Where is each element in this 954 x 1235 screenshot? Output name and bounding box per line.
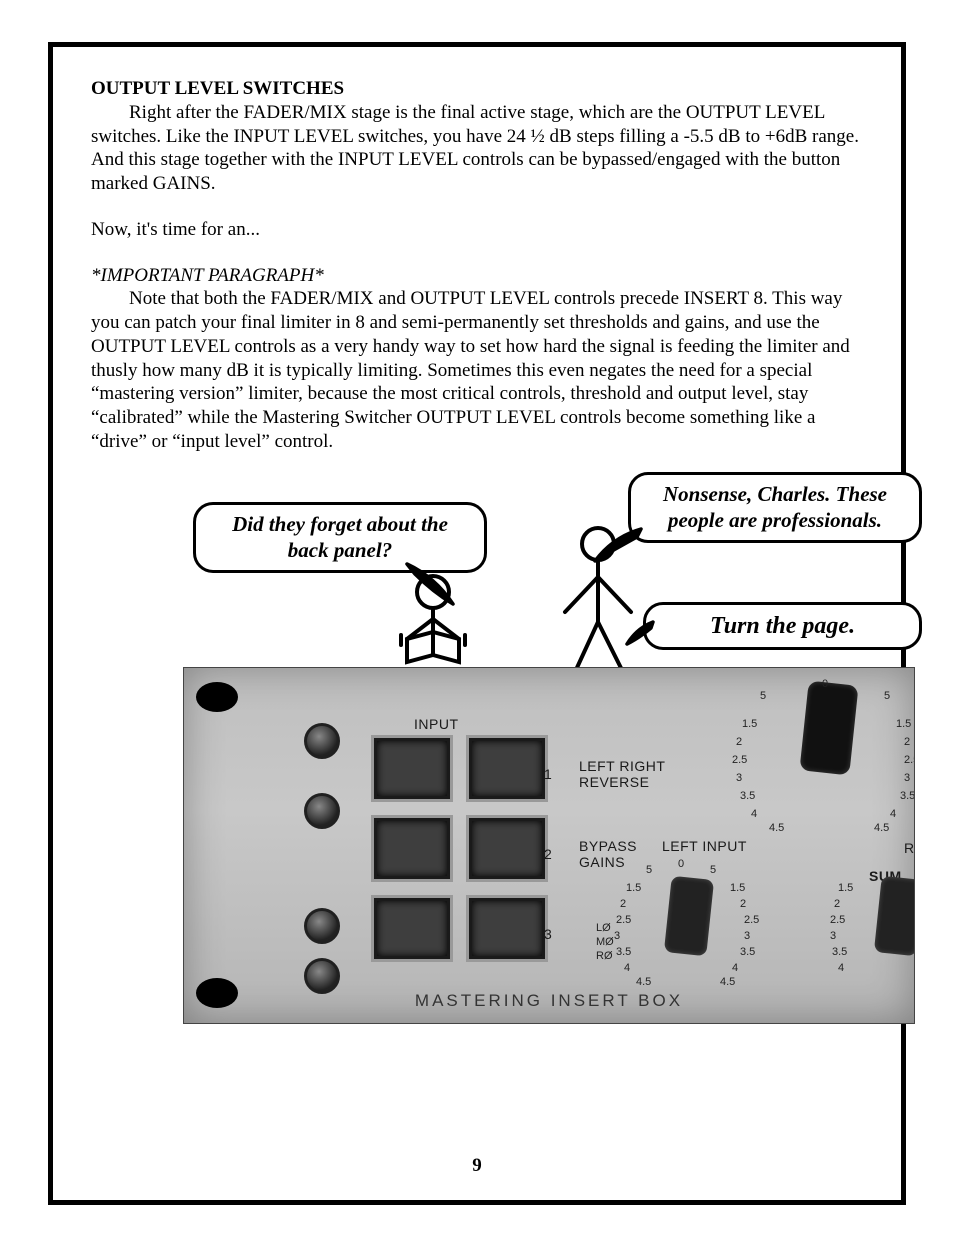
panel-button-icon xyxy=(374,818,450,879)
panel-button-icon xyxy=(374,738,450,799)
panel-num: 1 xyxy=(544,766,552,784)
panel-knob-icon xyxy=(304,958,340,994)
lead-in: Now, it's time for an... xyxy=(91,218,863,242)
heading-output-level: OUTPUT LEVEL SWITCHES xyxy=(91,77,863,101)
stick-figure-reader-icon xyxy=(373,567,493,677)
panel-button-icon xyxy=(469,738,545,799)
panel-knob-icon xyxy=(304,908,340,944)
panel-num: 3 xyxy=(544,926,552,944)
panel-footer: MASTERING INSERT BOX xyxy=(184,990,914,1011)
section-important: *IMPORTANT PARAGRAPH* Note that both the… xyxy=(91,264,863,454)
panel-label-lr: LEFT RIGHT xyxy=(579,758,665,776)
dial-knob-icon xyxy=(799,681,858,776)
illustration: Did they forget about the back panel? No… xyxy=(183,452,913,1022)
page: OUTPUT LEVEL SWITCHES Right after the FA… xyxy=(0,0,954,1235)
panel-knob-icon xyxy=(304,723,340,759)
panel-label-gains: GAINS xyxy=(579,854,625,872)
speech-bubble-right-bottom: Turn the page. xyxy=(643,602,922,650)
panel-button-icon xyxy=(374,898,450,959)
panel-label-bypass: BYPASS xyxy=(579,838,637,856)
panel-button-icon xyxy=(469,898,545,959)
subheading-important: *IMPORTANT PARAGRAPH* xyxy=(91,264,863,288)
panel-button-icon xyxy=(469,818,545,879)
screw-hole-icon xyxy=(196,682,238,712)
panel-knob-icon xyxy=(304,793,340,829)
panel-label-reverse: REVERSE xyxy=(579,774,649,792)
panel-label-leftinput: LEFT INPUT xyxy=(662,838,747,856)
para-output-level: Right after the FADER/MIX stage is the f… xyxy=(91,101,863,196)
panel-label-r: R xyxy=(904,840,915,858)
para-important: Note that both the FADER/MIX and OUTPUT … xyxy=(91,287,863,453)
para-leadin: Now, it's time for an... xyxy=(91,218,863,242)
dial-knob-icon xyxy=(874,876,915,957)
panel-label-input: INPUT xyxy=(414,716,459,734)
equipment-panel: INPUT 1 2 3 LEFT RIGHT REVERSE BYPASS GA… xyxy=(183,667,915,1024)
panel-dial-top xyxy=(754,673,904,823)
section-output-level: OUTPUT LEVEL SWITCHES Right after the FA… xyxy=(91,77,863,196)
page-number: 9 xyxy=(53,1154,901,1178)
dial-knob-icon xyxy=(664,876,714,957)
page-frame: OUTPUT LEVEL SWITCHES Right after the FA… xyxy=(48,42,906,1205)
panel-num: 2 xyxy=(544,846,552,864)
